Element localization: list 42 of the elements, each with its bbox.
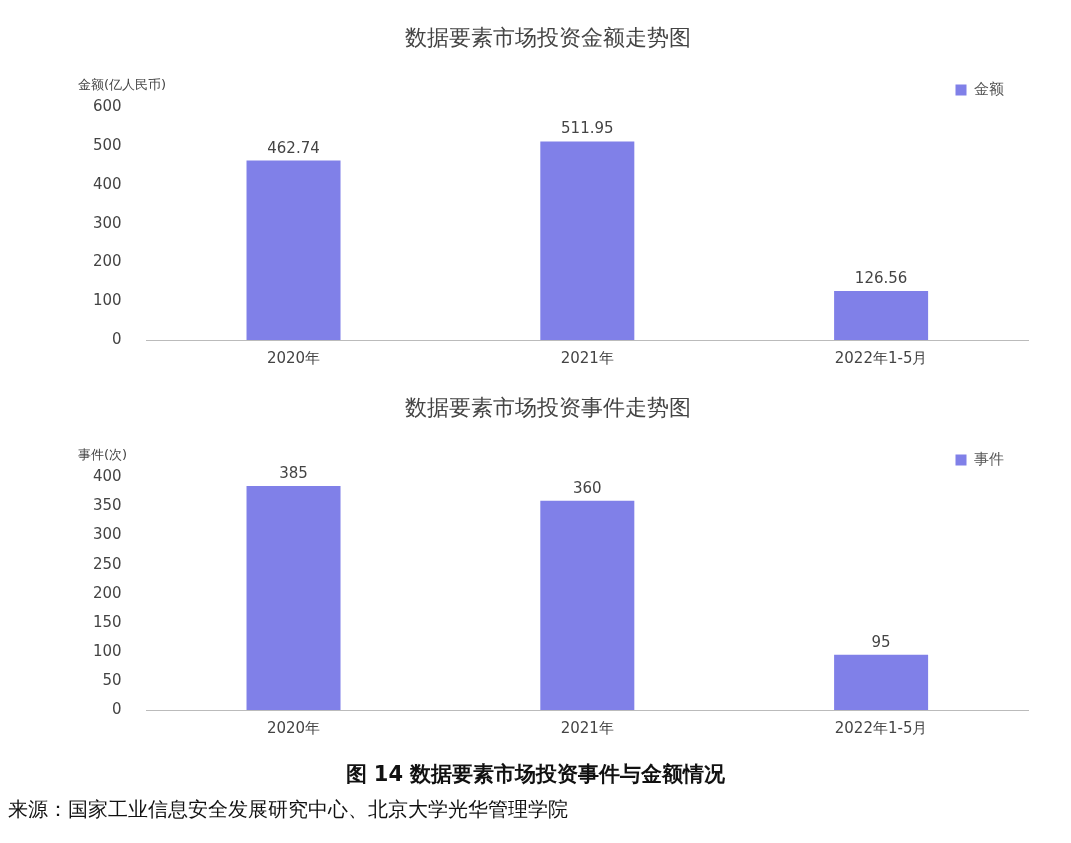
x-tick-label: 2022年1-5月 <box>834 718 928 737</box>
y-tick-label: 100 <box>92 291 122 310</box>
x-tick-label: 2020年 <box>266 348 321 367</box>
x-tick-label: 2020年 <box>266 718 321 737</box>
y-tick-label: 0 <box>112 329 122 348</box>
chart-title: 数据要素市场投资事件走势图 <box>405 394 691 420</box>
data-label: 511.95 <box>561 119 614 138</box>
bar <box>834 290 929 340</box>
caption: 图 14 数据要素市场投资事件与金额情况 <box>344 761 727 788</box>
y-tick-label: 200 <box>92 252 122 271</box>
y-tick-label: 100 <box>92 641 122 660</box>
y-tick-label: 300 <box>92 525 122 544</box>
data-label: 360 <box>572 478 602 497</box>
chart-title: 数据要素市场投资金额走势图 <box>405 24 691 50</box>
data-label: 95 <box>871 632 891 651</box>
y-tick-label: 500 <box>92 136 122 155</box>
source-note: 来源：国家工业信息安全发展研究中心、北京大学光华管理学院 <box>8 796 569 823</box>
y-tick-label: 350 <box>92 496 122 515</box>
bar <box>246 486 341 710</box>
bar <box>540 141 635 340</box>
y-tick-label: 200 <box>92 583 122 602</box>
y-tick-label: 250 <box>92 554 122 573</box>
bar <box>246 160 341 340</box>
y-tick-label: 400 <box>92 174 122 193</box>
data-label: 385 <box>279 464 308 483</box>
bar <box>834 654 929 710</box>
y-tick-label: 400 <box>92 467 122 486</box>
bar <box>540 500 635 710</box>
y-tick-label: 300 <box>92 213 122 232</box>
x-tick-label: 2022年1-5月 <box>834 348 928 367</box>
data-label: 126.56 <box>854 268 908 287</box>
y-tick-label: 600 <box>92 97 122 116</box>
y-tick-label: 150 <box>92 612 122 631</box>
y-axis-title: 事件(次) <box>78 446 128 462</box>
y-tick-label: 50 <box>102 670 122 689</box>
y-axis-title: 金额(亿人民币) <box>78 76 167 92</box>
y-tick-label: 0 <box>112 699 122 718</box>
legend-label: 金额 <box>974 79 1004 98</box>
x-tick-label: 2021年 <box>560 718 614 737</box>
x-tick-label: 2021年 <box>560 348 614 367</box>
data-label: 462.74 <box>267 138 320 157</box>
legend-label: 事件 <box>974 449 1004 468</box>
